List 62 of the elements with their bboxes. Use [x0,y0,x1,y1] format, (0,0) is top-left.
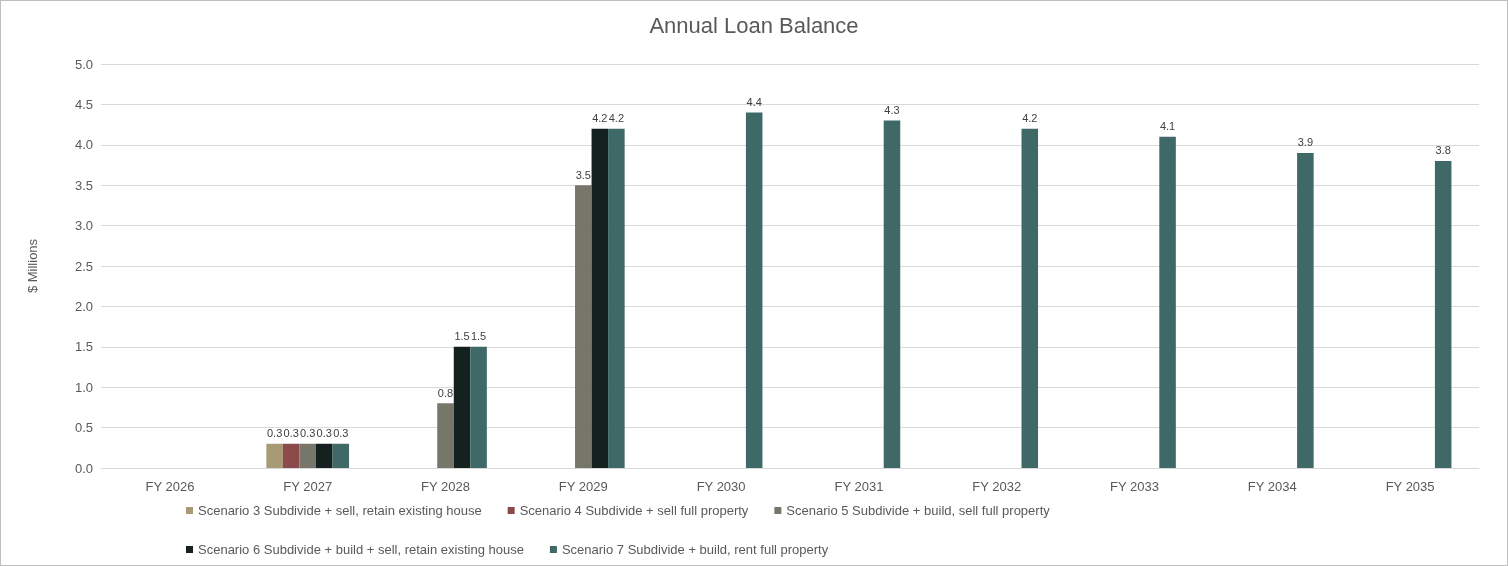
y-tick-label: 0.0 [74,460,93,476]
bar [266,443,283,468]
y-axis-title: $ Millions [25,238,40,294]
data-label: 4.4 [746,95,762,108]
data-label: 3.9 [1297,136,1314,149]
legend-label: Scenario 7 Subdivide + build, rent full property [561,542,829,557]
bar [745,112,763,468]
chart-title: Annual Loan Balance [649,12,859,38]
legend-label: Scenario 5 Subdivide + build, sell full property [786,503,1051,518]
x-tick-label: FY 2030 [696,479,746,494]
y-tick-label: 3.0 [74,218,93,234]
bar [470,346,487,468]
bar [883,120,901,468]
legend-label: Scenario 6 Subdivide + build + sell, retain existing house [198,542,524,557]
data-label: 0.3 [266,427,283,440]
data-label: 4.2 [592,112,608,125]
y-tick-label: 2.5 [74,258,93,274]
data-label: 0.3 [283,427,299,440]
x-tick-label: FY 2032 [972,479,1022,494]
bar [437,403,454,468]
y-tick-label: 1.5 [74,339,93,355]
legend-label: Scenario 3 Subdivide + sell, retain existing house [198,503,482,518]
x-tick-label: FY 2031 [834,479,884,494]
bar [1159,136,1176,468]
bar [1021,128,1039,468]
data-label: 3.5 [575,168,591,181]
data-label: 1.5 [470,330,487,343]
bar [299,443,316,468]
x-tick-label: FY 2028 [421,479,470,494]
x-tick-label: FY 2027 [283,479,333,494]
y-tick-label: 4.0 [74,137,93,153]
x-tick-label: FY 2026 [145,479,195,494]
data-label: 4.2 [1022,112,1038,125]
data-label: 4.1 [1159,120,1176,133]
bar [332,443,350,468]
legend-label: Scenario 4 Subdivide + sell full property [519,503,749,518]
x-tick-label: FY 2035 [1385,479,1435,494]
y-tick-label: 0.5 [74,420,93,436]
x-tick-label: FY 2034 [1247,479,1297,494]
x-tick-label: FY 2029 [558,479,608,494]
data-label: 0.3 [316,427,332,440]
y-tick-label: 5.0 [74,56,93,72]
bar [591,128,609,468]
bar [608,128,625,468]
data-label: 1.5 [454,330,470,343]
y-tick-label: 1.0 [74,379,93,395]
y-tick-label: 4.5 [74,96,93,112]
bar [282,443,300,468]
x-tick-label: FY 2033 [1110,479,1159,494]
data-label: 0.3 [300,427,316,440]
bar [1297,152,1314,468]
data-label: 0.3 [333,427,349,440]
bar [1434,160,1452,468]
bar [575,185,592,468]
bar [453,346,471,468]
data-label: 4.2 [608,112,625,125]
y-tick-label: 3.5 [74,177,93,193]
bar [315,443,333,468]
y-tick-label: 2.0 [74,298,93,314]
data-label: 3.8 [1435,144,1451,157]
data-label: 0.8 [437,386,454,399]
data-label: 4.3 [884,104,900,117]
